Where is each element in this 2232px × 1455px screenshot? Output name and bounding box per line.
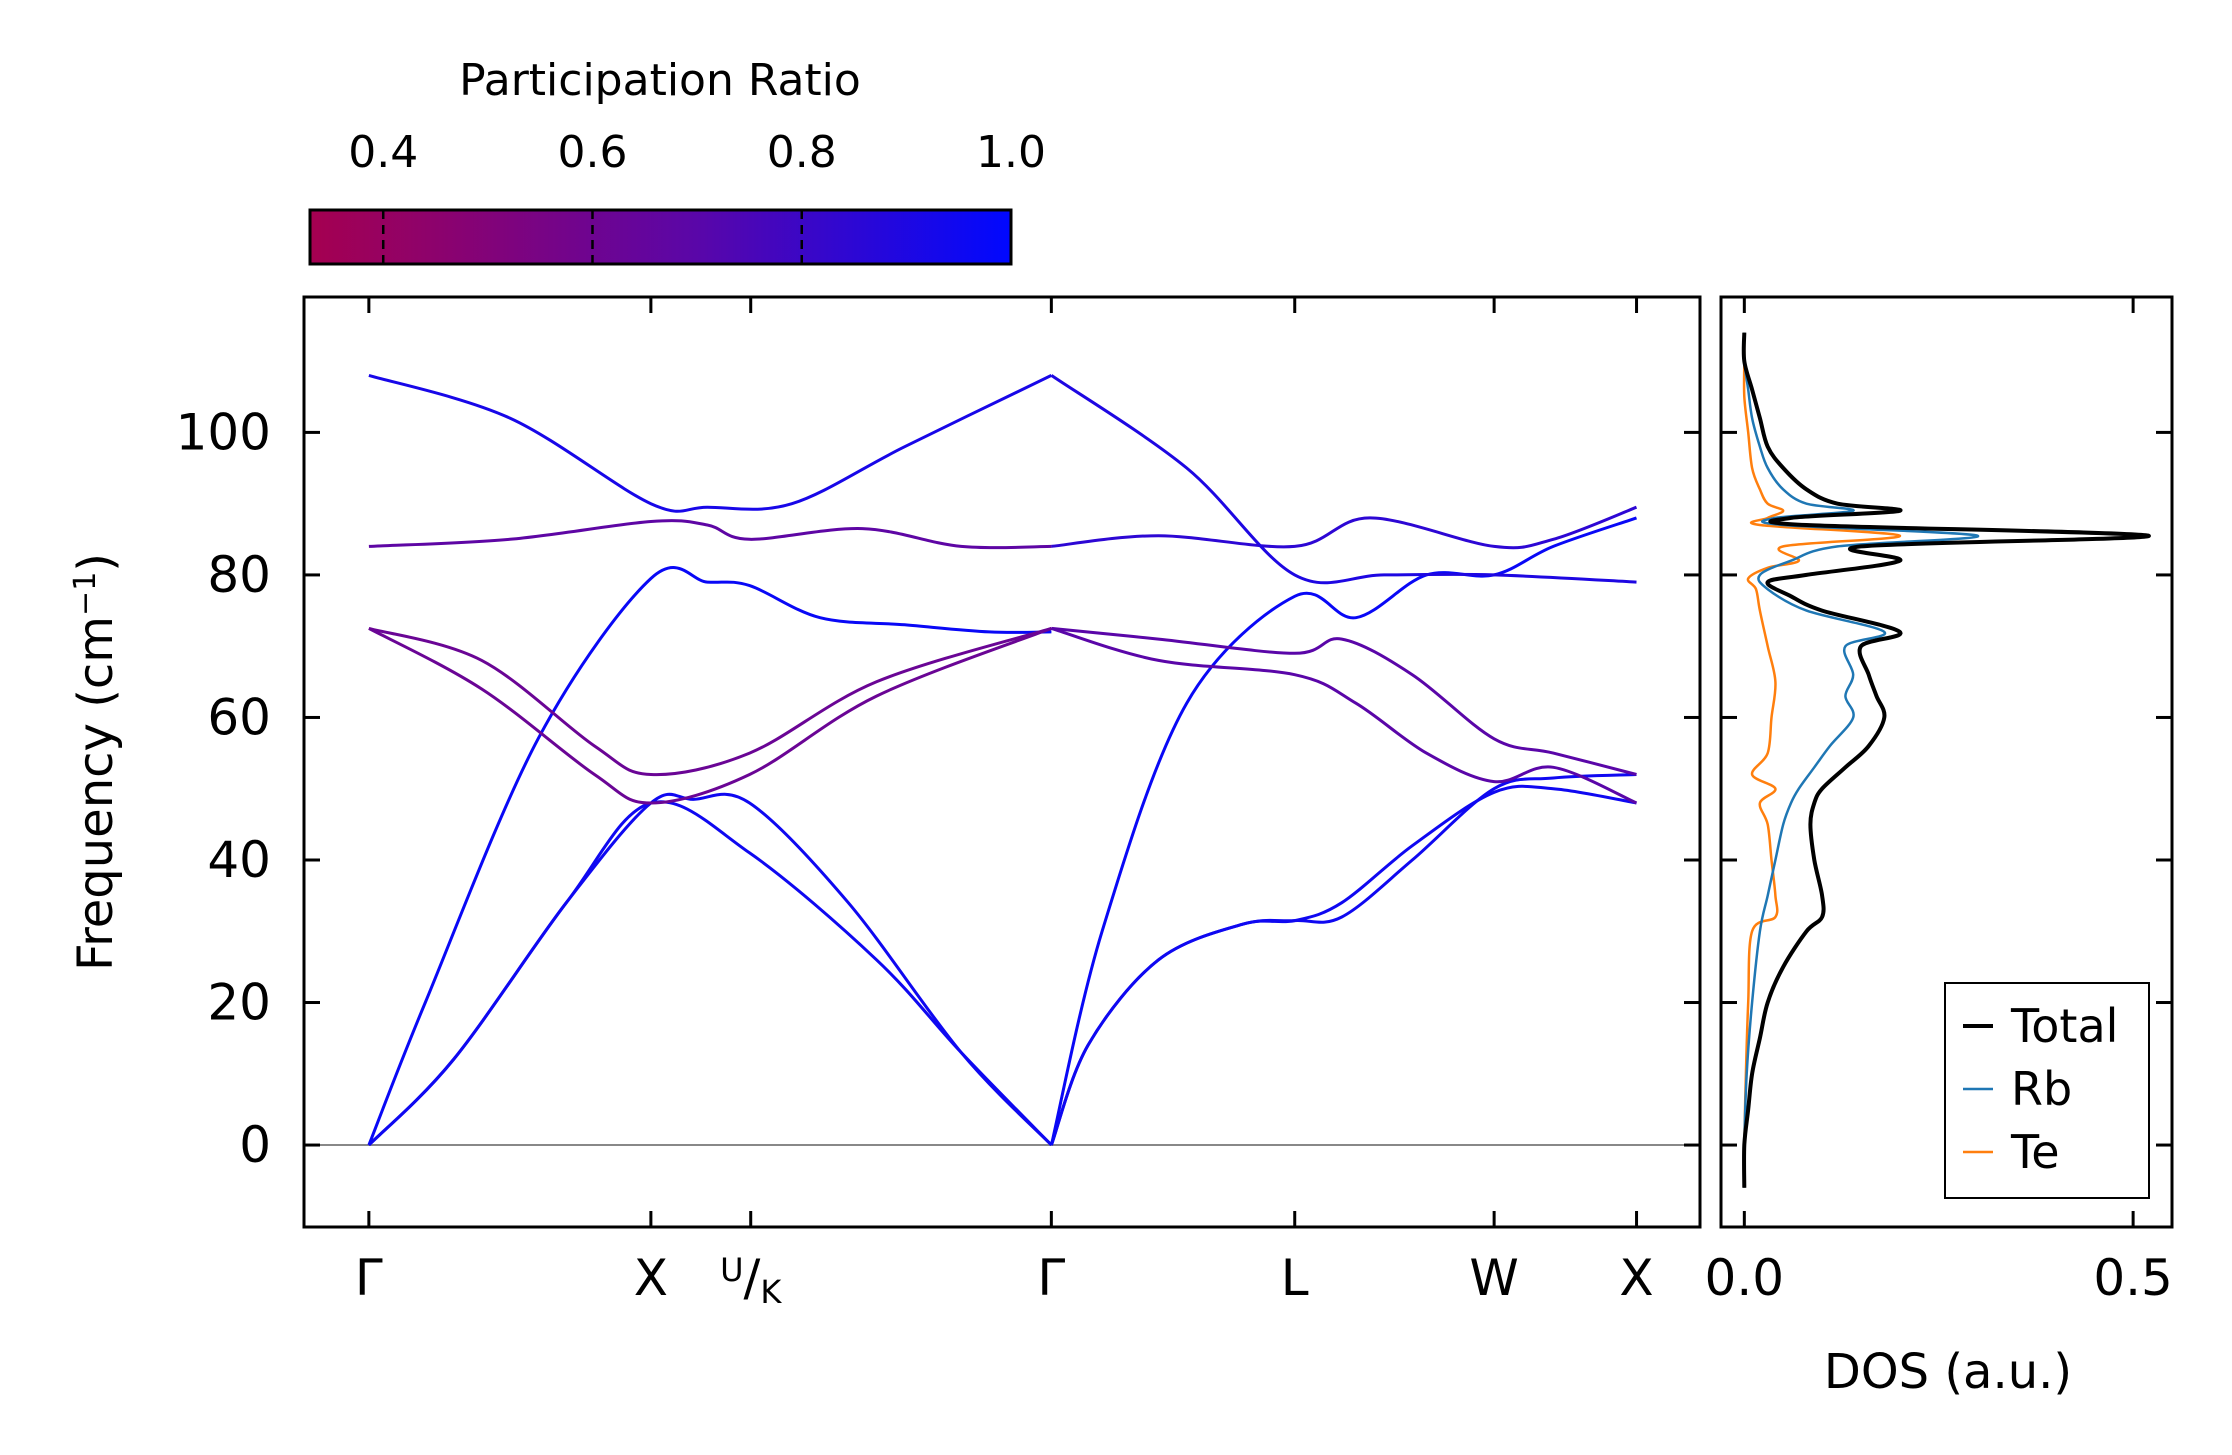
dos-rb	[1742, 332, 1979, 1188]
band-optical-3	[368, 519, 1052, 550]
legend-entries: Total Rb Te	[1963, 999, 2118, 1179]
y-tick-label: 20	[207, 974, 271, 1032]
dos-x-ticks: 0.0 0.5	[1705, 297, 2173, 1307]
dos-panel: 0.0 0.5 DOS (a.u.) Total Rb Te	[1705, 295, 2174, 1400]
y-tick-label: 40	[207, 831, 271, 889]
band-y-ticks: 0 20 40 60 80 100	[176, 403, 1700, 1174]
dos-curves	[1741, 332, 2151, 1188]
dos-te	[1742, 332, 1902, 1188]
colorbar-tick-label: 0.6	[558, 127, 628, 178]
y-tick-label: 100	[176, 403, 271, 461]
band-axes-frame	[302, 295, 1702, 1229]
legend-label-te: Te	[2010, 1125, 2060, 1179]
y-axis-label-close: )	[68, 553, 124, 572]
dos-legend: Total Rb Te	[1944, 982, 2150, 1199]
y-axis-label: Frequency (cm−1)	[68, 553, 125, 971]
band-x-ticks: Γ X U/K Γ L W X	[355, 297, 1654, 1311]
band-acoustic-LGam	[1049, 784, 1637, 1146]
band-optical-6	[1050, 626, 1638, 805]
x-tick-label: X	[634, 1249, 668, 1307]
colorbar-tick-label: 0.4	[348, 127, 418, 178]
colorbar-gradient	[308, 208, 1013, 266]
dos-y-ticks	[1721, 430, 2172, 1147]
x-tick-label-K: K	[760, 1273, 782, 1311]
dos-x-tick-label: 0.5	[2093, 1249, 2173, 1307]
y-tick-label: 0	[239, 1116, 271, 1174]
band-acoustic-LGam-3	[1049, 516, 1637, 1146]
dos-axes-frame	[1719, 295, 2174, 1229]
x-tick-label: Γ	[355, 1249, 383, 1307]
colorbar-ticks: 0.4 0.6 0.8 1.0	[348, 127, 1046, 264]
band-optical-8	[1050, 374, 1637, 585]
y-tick-label: 60	[207, 688, 271, 746]
colorbar-tick-label: 1.0	[976, 127, 1046, 178]
x-tick-label-U: U	[720, 1251, 743, 1289]
band-optical-5	[1051, 626, 1637, 776]
band-optical-7	[1051, 505, 1638, 550]
legend-label-total: Total	[2010, 999, 2118, 1053]
colorbar-title: Participation Ratio	[459, 55, 861, 106]
band-optical-1	[368, 626, 1052, 777]
x-tick-label: W	[1469, 1249, 1518, 1307]
band-acoustic-3	[367, 566, 1052, 1146]
band-acoustic-1	[367, 800, 1053, 1147]
band-optical-2	[368, 627, 1052, 805]
colorbar-tick-label: 0.8	[767, 127, 837, 178]
colorbar: Participation Ratio 0.4 0.6 0.8 1.0	[308, 55, 1046, 266]
x-tick-label: Γ	[1037, 1249, 1065, 1307]
dos-x-tick-label: 0.0	[1705, 1249, 1785, 1307]
legend-frame	[1944, 982, 2150, 1199]
x-tick-label: X	[1619, 1249, 1653, 1307]
dos-x-axis-label: DOS (a.u.)	[1824, 1344, 2072, 1400]
dos-total	[1741, 332, 2151, 1188]
band-structure-panel: 0 20 40 60 80 100 Γ X U/K Γ L W X Frequency (cm−1)	[68, 295, 1702, 1311]
phonon-bands	[367, 373, 1638, 1147]
band-optical-4	[368, 373, 1053, 513]
band-acoustic-2	[367, 792, 1053, 1147]
legend-label-rb: Rb	[2011, 1062, 2072, 1116]
y-axis-label-main: Frequency (cm	[68, 616, 124, 971]
x-tick-label-slash: /	[744, 1249, 761, 1307]
x-tick-label: L	[1281, 1249, 1309, 1307]
y-tick-label: 80	[207, 546, 271, 604]
x-tick-label-UK: U/K	[720, 1249, 782, 1311]
band-acoustic-LGam-2	[1049, 773, 1637, 1146]
y-axis-label-superscript: −1	[68, 572, 103, 616]
